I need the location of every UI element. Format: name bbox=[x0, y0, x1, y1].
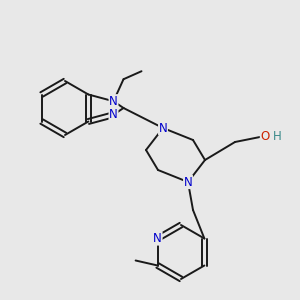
Text: H: H bbox=[273, 130, 282, 143]
Text: N: N bbox=[109, 95, 118, 108]
Text: N: N bbox=[109, 108, 118, 121]
Text: N: N bbox=[184, 176, 192, 188]
Text: N: N bbox=[153, 232, 162, 245]
Text: O: O bbox=[260, 130, 270, 143]
Text: N: N bbox=[159, 122, 167, 134]
